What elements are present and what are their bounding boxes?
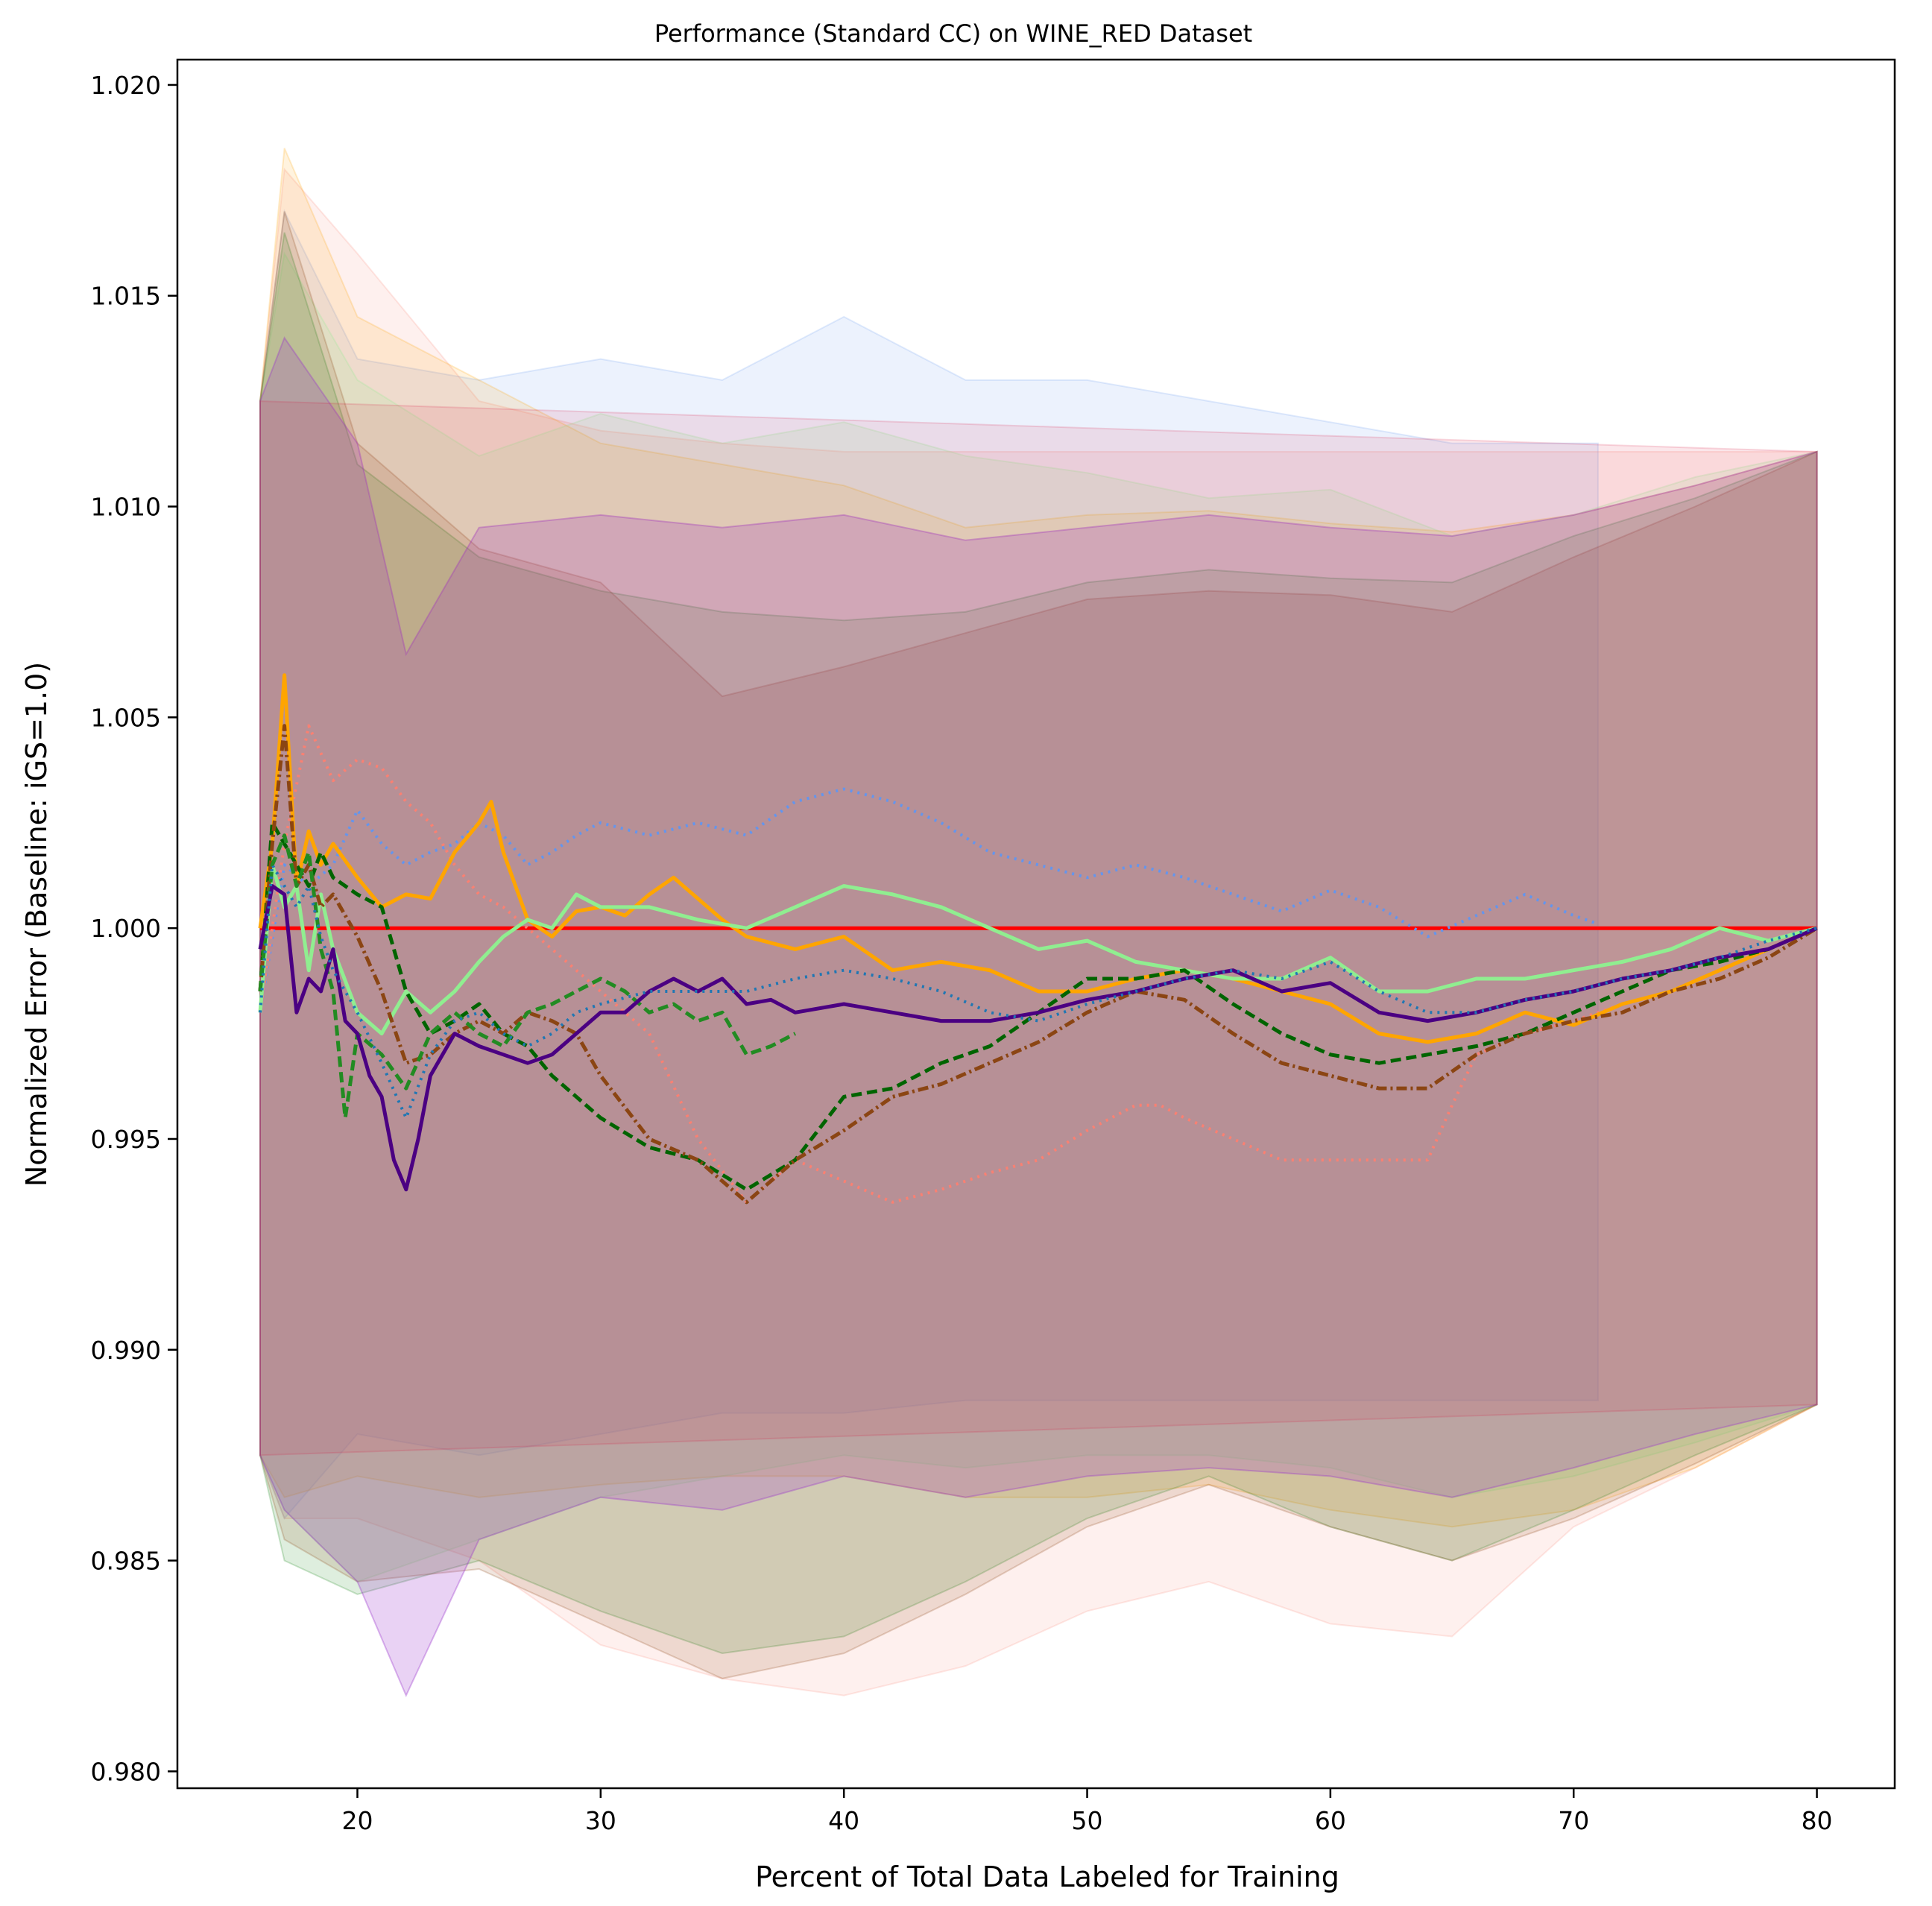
x-tick-label: 30	[585, 1806, 616, 1835]
confidence-band-4	[259, 232, 1818, 1655]
y-tick-label: 1.005	[91, 703, 161, 732]
x-tick-label: 60	[1315, 1806, 1346, 1835]
y-tick-label: 0.995	[91, 1125, 161, 1154]
plot-frame	[176, 58, 1896, 1790]
confidence-band-5	[259, 211, 1818, 1679]
confidence-band-3	[259, 251, 1818, 1583]
x-axis-label: Percent of Total Data Labeled for Traini…	[755, 1861, 1339, 1893]
series-lines	[258, 673, 1818, 1205]
x-tick-label: 20	[341, 1806, 373, 1835]
y-tick-label: 1.000	[91, 914, 161, 943]
x-tick-label: 40	[828, 1806, 859, 1835]
y-tick-label: 1.020	[91, 71, 161, 100]
confidence-band-1	[259, 167, 1818, 1697]
confidence-bands	[259, 148, 1818, 1698]
series-line-6	[258, 724, 1818, 1205]
series-line-4	[258, 862, 1818, 1036]
y-tick-label: 1.010	[91, 493, 161, 522]
series-line-3	[258, 673, 1818, 1044]
series-line-9	[259, 863, 1818, 1120]
series-line-8	[258, 884, 1818, 1192]
y-tick-label: 0.985	[91, 1547, 161, 1576]
x-axis-ticks: 20 30 40 50 60 70 80	[341, 1788, 1833, 1835]
confidence-band-2	[259, 148, 1818, 1528]
chart-title: Performance (Standard CC) on WINE_RED Da…	[654, 19, 1252, 48]
confidence-band-6	[259, 336, 1818, 1698]
y-axis-ticks: 0.980 0.985 0.990 0.995 1.000 1.005 1.010 1.015…	[91, 71, 177, 1786]
x-tick-label: 70	[1558, 1806, 1589, 1835]
y-tick-label: 0.990	[91, 1336, 161, 1365]
y-tick-label: 0.980	[91, 1757, 161, 1786]
x-tick-label: 50	[1072, 1806, 1103, 1835]
y-axis-label: Normalized Error (Baseline: iGS=1.0)	[20, 662, 53, 1187]
y-tick-label: 1.015	[91, 282, 161, 311]
series-line-5	[258, 821, 1818, 1192]
confidence-band-0	[259, 209, 1599, 1520]
series-line-7	[258, 833, 797, 1120]
x-tick-label: 80	[1802, 1806, 1833, 1835]
